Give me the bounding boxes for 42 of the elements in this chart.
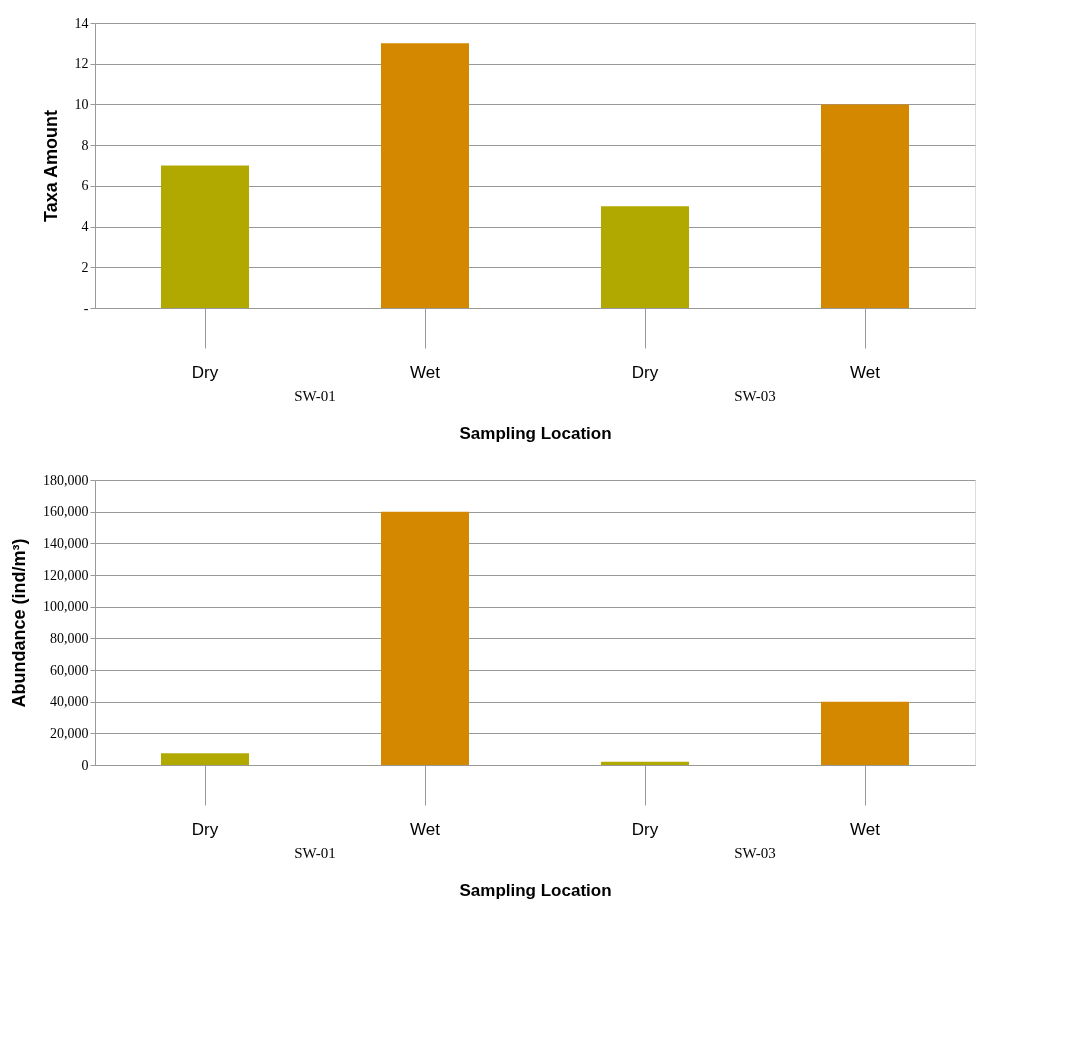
x-tick-label: Dry xyxy=(191,362,219,382)
text: SW-01 xyxy=(294,388,336,404)
bar xyxy=(161,165,249,308)
y-tick-label: 2 xyxy=(81,259,89,275)
text: SW-03 xyxy=(734,388,776,404)
y-tick-label: 160,000 xyxy=(43,504,89,520)
y-tick-label: 120,000 xyxy=(43,567,89,583)
y-tick-label: 14 xyxy=(74,15,89,31)
x-tick-label: Dry xyxy=(631,362,659,382)
y-tick-label: 12 xyxy=(74,56,89,72)
x-tick-label: Wet xyxy=(850,819,881,839)
y-tick-label: 10 xyxy=(74,96,89,112)
y-tick-label: - xyxy=(83,300,89,316)
y-tick-label: 20,000 xyxy=(50,725,89,741)
x-tick-label: Dry xyxy=(191,819,219,839)
bar xyxy=(821,104,909,308)
y-axis-title: Taxa Amount xyxy=(40,109,61,223)
bar xyxy=(821,701,909,765)
y-tick-label: 140,000 xyxy=(43,535,89,551)
y-tick-label: 8 xyxy=(81,137,89,153)
x-tick-label: Dry xyxy=(631,819,659,839)
x-tick-label: Wet xyxy=(850,362,881,382)
y-tick-label: 6 xyxy=(81,178,89,194)
y-tick-label: 40,000 xyxy=(50,694,89,710)
bar xyxy=(161,753,249,765)
y-tick-label: 80,000 xyxy=(50,630,89,646)
text: SW-01 xyxy=(294,845,336,861)
bar xyxy=(601,761,689,765)
y-tick-label: 4 xyxy=(81,219,89,235)
y-axis-title: Abundance (ind/m³) xyxy=(9,538,29,708)
y-tick-label: 60,000 xyxy=(50,662,89,678)
bar xyxy=(381,43,469,308)
text: SW-03 xyxy=(734,845,776,861)
x-axis-title: Sampling Location xyxy=(459,880,612,900)
x-tick-label: Wet xyxy=(410,819,441,839)
bar xyxy=(381,511,469,765)
y-tick-label: 100,000 xyxy=(43,599,89,615)
bar xyxy=(601,206,689,308)
x-axis-title: Sampling Location xyxy=(459,423,612,443)
y-tick-label: 0 xyxy=(81,757,89,773)
x-tick-label: Wet xyxy=(410,362,441,382)
y-tick-label: 180,000 xyxy=(43,472,89,488)
